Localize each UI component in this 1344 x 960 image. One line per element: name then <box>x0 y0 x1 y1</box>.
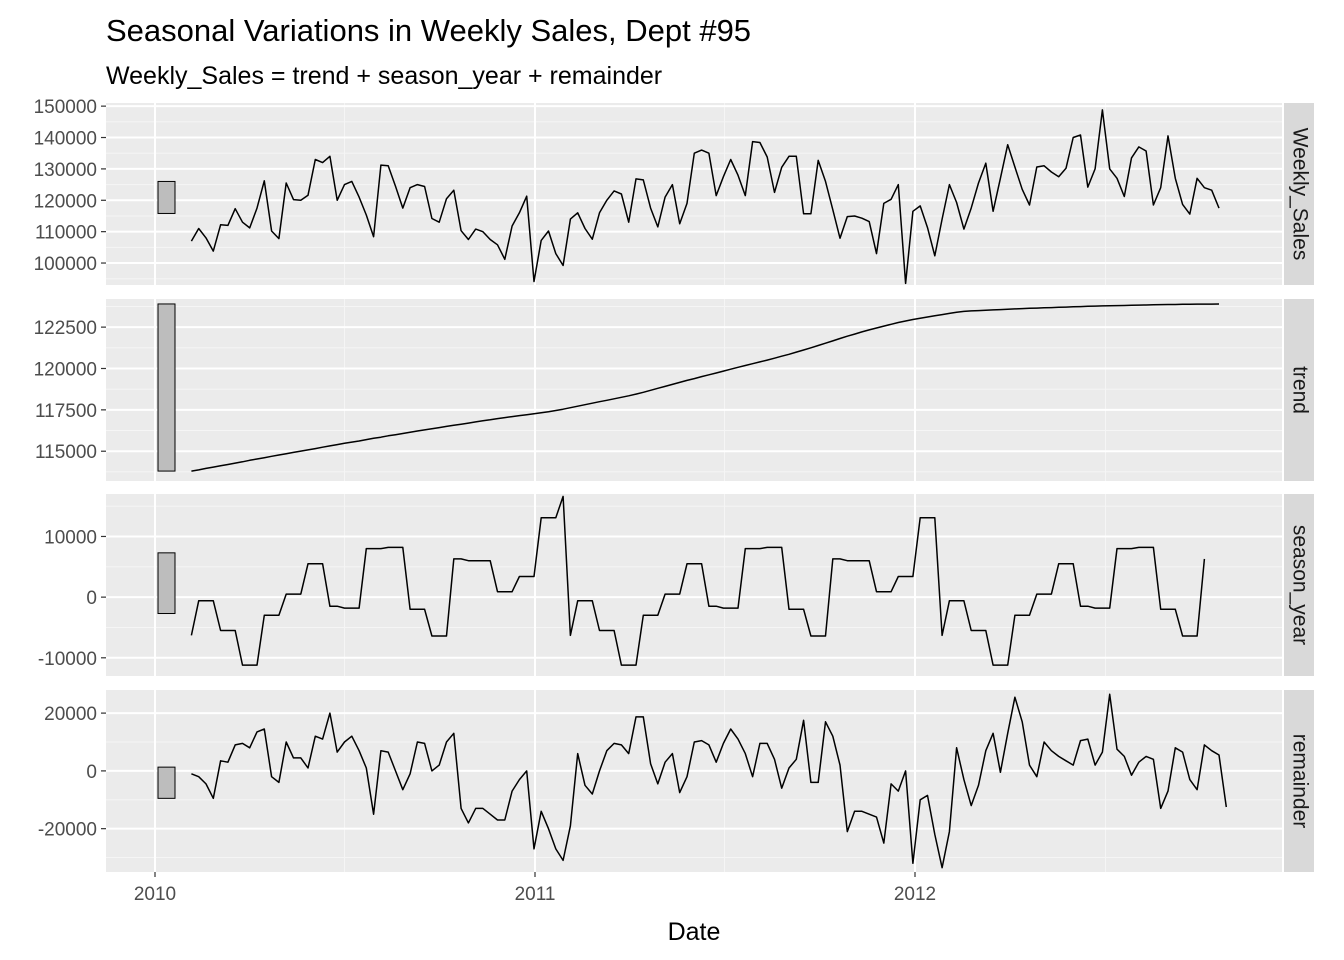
facet-strip <box>1284 299 1314 481</box>
scale-bar <box>157 766 176 799</box>
chart-subtitle: Weekly_Sales = trend + season_year + rem… <box>106 62 662 90</box>
y-tick-label: 120000 <box>34 359 97 380</box>
y-tick-label: 110000 <box>35 223 97 244</box>
facet-strip-label: trend <box>1288 366 1311 414</box>
panel-background <box>106 690 1282 872</box>
panel-Weekly_Sales: 100000 110000 120000 130000 140000 150000 Week… <box>34 97 1314 285</box>
y-tick-label: 115000 <box>35 442 97 463</box>
x-tick-label: 2011 <box>515 884 556 905</box>
y-tick-label: 130000 <box>34 160 97 181</box>
chart-title: Seasonal Variations in Weekly Sales, Dep… <box>106 13 751 48</box>
series-line-trend <box>191 303 1220 472</box>
y-tick-label: 140000 <box>34 129 97 150</box>
panel-trend: 115000 117500 120000 122500 trend <box>34 299 1314 481</box>
panel-background <box>106 103 1282 285</box>
y-tick-label: 150000 <box>34 97 97 118</box>
scale-bar <box>157 180 176 214</box>
facet-strip-label: season_year <box>1288 525 1311 645</box>
x-tick-label: 2010 <box>134 884 176 905</box>
panel-season_year: -10000 0 10000 season_year <box>38 494 1314 676</box>
series-line-remainder <box>191 693 1228 869</box>
facet-panels: 100000110000120000130000140000150000Week… <box>34 97 1314 872</box>
panel-remainder: -20000 0 20000 remainder <box>38 690 1314 872</box>
facet-strip <box>1284 103 1314 285</box>
y-tick-label: 10000 <box>44 527 97 548</box>
scale-bar <box>157 303 176 472</box>
scale-bar <box>157 552 176 615</box>
y-tick-label: 100000 <box>34 254 97 275</box>
x-axis: 2010 2011 2012 <box>134 872 936 905</box>
y-tick-label: -20000 <box>38 820 97 841</box>
x-axis-title: Date <box>668 918 721 946</box>
y-tick-label: 0 <box>86 762 97 783</box>
y-tick-label: 0 <box>86 588 97 609</box>
facet-strip <box>1284 690 1314 872</box>
y-tick-label: 122500 <box>34 318 97 339</box>
y-tick-label: 120000 <box>34 191 97 212</box>
y-tick-label: 117500 <box>35 401 97 422</box>
series-line-season_year <box>190 495 1206 666</box>
series-line-Weekly_Sales <box>190 109 1220 285</box>
facet-strip-label: Weekly_Sales <box>1288 128 1311 261</box>
x-tick-label: 2012 <box>894 884 936 905</box>
y-tick-label: 20000 <box>44 704 97 725</box>
y-tick-label: -10000 <box>38 649 97 670</box>
panel-background <box>106 494 1282 676</box>
facet-strip-label: remainder <box>1288 734 1311 829</box>
facet-strip <box>1284 494 1314 676</box>
